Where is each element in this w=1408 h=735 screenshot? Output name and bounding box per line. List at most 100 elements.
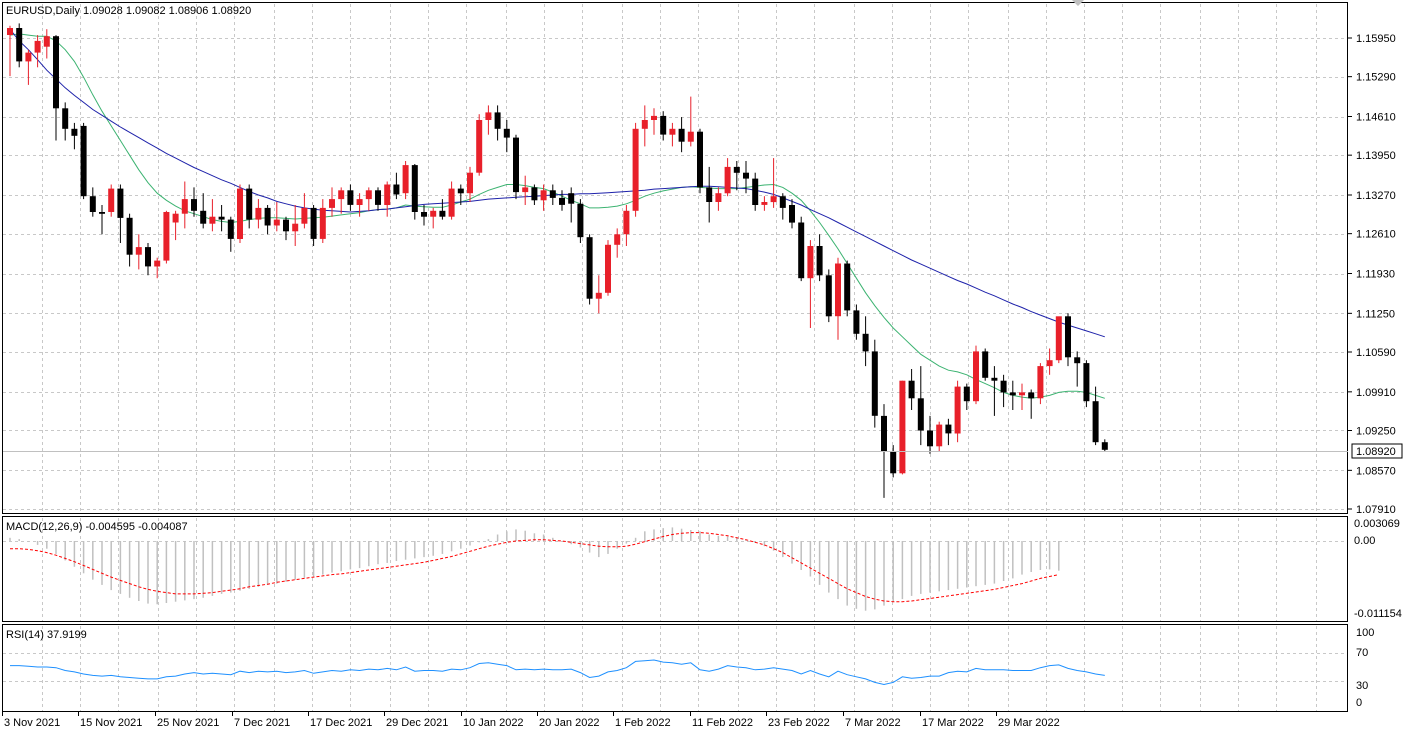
candle-body: [1019, 392, 1025, 396]
candle-body: [181, 199, 188, 214]
time-axis-label: 29 Dec 2021: [386, 717, 448, 729]
candle-body: [908, 380, 915, 399]
candle-body: [237, 188, 243, 239]
candle-body: [439, 210, 446, 217]
macd-axis-label: 0.003069: [1354, 518, 1400, 530]
price-axis-label: 1.13270: [1356, 190, 1396, 202]
time-axis-label: 15 Nov 2021: [80, 717, 142, 729]
candle-body: [1083, 363, 1090, 402]
candle-body: [1074, 357, 1081, 364]
candle-body: [549, 190, 556, 198]
candle-body: [99, 212, 105, 214]
candle-body: [338, 190, 345, 200]
time-axis-label: 1 Feb 2022: [615, 717, 671, 729]
rsi-axis-label: 100: [1356, 627, 1374, 639]
macd-axis-label: -0.011154: [1354, 608, 1402, 620]
candle-body: [715, 193, 722, 202]
candle-body: [945, 424, 952, 434]
candle-body: [641, 120, 648, 129]
candle-body: [448, 188, 455, 217]
candle-body: [34, 40, 41, 53]
candle-body: [80, 125, 87, 197]
candle-body: [798, 222, 805, 279]
candlesticks: [7, 23, 1108, 498]
time-axis-label: 10 Jan 2022: [463, 717, 524, 729]
candle-body: [1009, 392, 1016, 396]
price-axis-label: 1.11250: [1356, 308, 1395, 320]
candle-body: [494, 112, 501, 129]
rsi-indicator: [10, 659, 1105, 686]
rsi-axis-label: 0: [1356, 697, 1362, 709]
main-panel-header: EURUSD,Daily 1.09028 1.09082 1.08906 1.0…: [6, 5, 251, 17]
time-axis-label: 3 Nov 2021: [4, 717, 60, 729]
candle-body: [844, 263, 851, 311]
candle-body: [89, 196, 96, 212]
candle-body: [411, 165, 418, 212]
axis-labels: 1.15950 1.15290 1.14610 1.13950 1.13270 1.126…: [2, 33, 1402, 729]
candle-body: [246, 188, 253, 220]
candle-body: [531, 187, 538, 201]
candle-body: [577, 203, 584, 238]
candle-body: [108, 188, 115, 212]
candle-body: [697, 131, 703, 188]
price-axis-label: 1.13950: [1356, 150, 1396, 162]
candle-body: [761, 202, 768, 205]
candle-body: [595, 292, 602, 299]
candle-body: [871, 351, 878, 416]
macd-signal-line: [10, 532, 1059, 603]
candle-body: [218, 216, 225, 220]
candle-body: [724, 166, 731, 194]
ma-fast-line: [9, 33, 1105, 399]
candle-body: [43, 36, 50, 47]
time-axis-label: 17 Dec 2021: [310, 717, 372, 729]
candle-body: [310, 207, 317, 239]
candle-body: [191, 199, 197, 211]
candle-body: [457, 188, 464, 194]
moving-averages: [9, 28, 1105, 399]
chart-shift-icon[interactable]: [1072, 0, 1084, 6]
candle-body: [890, 451, 897, 474]
price-axis-label: 1.09910: [1356, 387, 1396, 399]
candle-body: [733, 166, 740, 173]
time-axis-label: 7 Mar 2022: [845, 717, 901, 729]
candle-body: [356, 199, 363, 205]
candle-body: [154, 260, 161, 267]
candle-body: [632, 128, 639, 211]
candle-body: [375, 190, 381, 205]
candle-body: [779, 196, 786, 208]
rsi-panel-frame: [2, 624, 1348, 712]
candle-body: [485, 112, 492, 120]
macd-panel-frame: [2, 516, 1348, 622]
current-price-tag: [1351, 443, 1403, 459]
candle-body: [513, 137, 519, 193]
candle-body: [660, 115, 667, 135]
candle-body: [973, 351, 979, 402]
ma-slow-line: [9, 28, 1105, 338]
candle-body: [936, 424, 943, 447]
candle-body: [770, 196, 777, 203]
candle-body: [53, 36, 59, 109]
candle-body: [1065, 316, 1071, 358]
candle-body: [503, 128, 510, 138]
candle-body: [1028, 392, 1035, 399]
candle-body: [430, 210, 437, 217]
candle-body: [476, 120, 483, 173]
candle-body: [329, 199, 335, 208]
candle-body: [881, 415, 887, 451]
candle-body: [706, 187, 713, 202]
price-axis-label: 1.15290: [1356, 72, 1396, 84]
candle-body: [25, 52, 32, 62]
candle-body: [421, 212, 427, 217]
candle-body: [71, 128, 78, 136]
candle-body: [752, 178, 759, 205]
time-axis-label: 11 Feb 2022: [692, 717, 753, 729]
candle-body: [522, 187, 529, 193]
candle-body: [145, 247, 151, 267]
candle-body: [614, 234, 621, 245]
candle-body: [16, 28, 23, 62]
candle-body: [126, 217, 133, 255]
candle-body: [227, 219, 234, 239]
candle-body: [319, 207, 326, 239]
candle-body: [1092, 401, 1099, 443]
